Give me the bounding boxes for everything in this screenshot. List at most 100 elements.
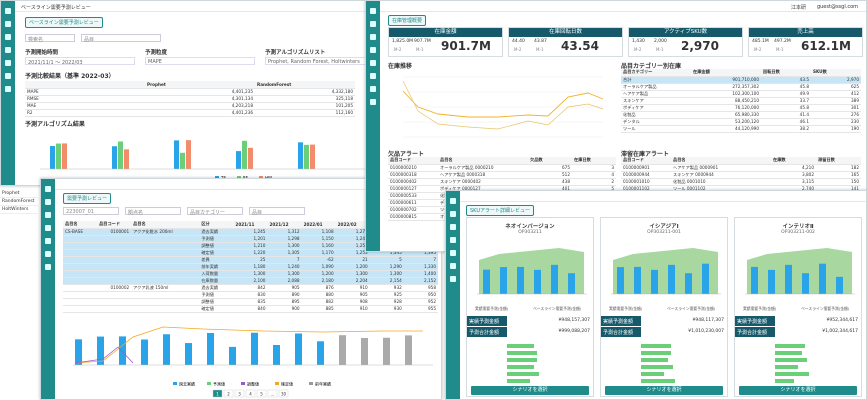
decor-bar — [802, 273, 809, 294]
cell: 908 — [335, 298, 370, 306]
scenario-button[interactable]: シナリオを選択 — [471, 386, 589, 395]
decor-bar — [775, 351, 802, 355]
cell: 4 — [572, 171, 616, 179]
cell: 44,120,990 — [691, 125, 761, 133]
decor-bar — [56, 143, 61, 169]
cell: 化粧品 — [621, 111, 691, 119]
page-number[interactable]: 4 — [249, 392, 252, 397]
row-label: 実績予測金額 — [735, 316, 775, 326]
cell: 1,395 — [403, 249, 438, 257]
cell — [63, 305, 98, 313]
cell — [63, 249, 98, 257]
cell: 差異 — [199, 256, 234, 264]
algorithm-list: Prophet RandomForest HoltWinters — [0, 190, 40, 214]
row-value: ¥952,344,617 — [826, 318, 859, 323]
kpi-sub: 2,000 — [654, 39, 667, 44]
table-row: ヘアケア製品 102,300,100 49.9 412 — [621, 90, 861, 98]
algorithm-chart: TSRFHW — [40, 140, 370, 181]
search-input[interactable]: 検索名 — [25, 34, 75, 43]
cell: 1,108 — [301, 228, 336, 236]
cell: MAE — [25, 102, 145, 110]
breadcrumb: ベースライン需要予測レビュー — [21, 5, 91, 11]
cell — [97, 298, 132, 306]
section-title: 予測比較結果（基準 2022-03） — [25, 73, 115, 80]
legend-label: ベースライン需要予測(金額) — [801, 306, 850, 311]
cell: 53,200,120 — [691, 118, 761, 126]
cell: 955 — [403, 305, 438, 313]
cell: 930 — [369, 305, 404, 313]
cell: 65,980,330 — [691, 111, 761, 119]
table-row: 在庫数量 2,100 2,088 2,180 2,204 2,154 2,152 — [63, 277, 438, 285]
cell — [97, 263, 132, 271]
panel-code: OP303211-001 — [647, 230, 681, 235]
cell — [131, 270, 200, 278]
page-number[interactable]: 1 — [216, 392, 219, 397]
panel-title: ネオインバージョン — [505, 224, 555, 230]
cell: 調整値 — [199, 298, 234, 306]
cell: 0100000901 — [621, 164, 671, 172]
kpi-title: 売上高 — [749, 28, 862, 37]
kpi-sub-label: M-1 — [536, 47, 544, 52]
decor-bar — [702, 263, 709, 294]
cell: スキンケア 0000944 — [671, 171, 771, 179]
table-header: 品目コード 品目名 欠品数 在庫日数 — [388, 157, 616, 165]
cell: 412 — [811, 90, 861, 98]
cell — [131, 235, 200, 243]
cell — [63, 277, 98, 285]
decor-bar — [517, 266, 524, 294]
user-mail: guest@ssgl.com — [816, 4, 858, 10]
cell: 905 — [335, 291, 370, 299]
cell: 1,240 — [335, 235, 370, 243]
page-number[interactable]: … — [271, 392, 275, 397]
search-input[interactable]: 品目 — [81, 34, 161, 43]
sidebar — [41, 179, 55, 399]
filter-input: 品目 — [249, 207, 305, 216]
cell: 1,220 — [233, 249, 268, 257]
header-cell: 2021/11 — [233, 221, 268, 229]
cell: 4,401,236 — [145, 109, 255, 117]
cell: スキンケア 0000402 — [438, 178, 528, 186]
header-cell: 回転日数 — [761, 69, 811, 77]
topbar — [460, 191, 866, 202]
cell: 1,200 — [301, 270, 336, 278]
topbar: 江本研 guest@ssgl.com — [380, 1, 866, 12]
cell: 950 — [403, 291, 438, 299]
page-number[interactable]: 30 — [281, 392, 287, 397]
header-cell — [25, 81, 145, 89]
cell: 1,180 — [233, 263, 268, 271]
header-cell: 在庫金額 — [691, 69, 761, 77]
cell: 1,200 — [335, 263, 370, 271]
decor-bar — [507, 358, 538, 362]
cell: 1,400 — [403, 270, 438, 278]
kpi-title: 在庫回転日数 — [509, 28, 622, 37]
page-number[interactable]: 3 — [238, 392, 241, 397]
cell: 1,201 — [233, 235, 268, 243]
cell: オーラルケア製品 0000210 — [438, 164, 528, 172]
header-cell: 品目コード — [97, 221, 132, 229]
cell: 1,090 — [301, 263, 336, 271]
decor-bar — [775, 344, 806, 348]
decor-bar — [97, 336, 104, 365]
cell — [131, 277, 200, 285]
cell: 調整値 — [199, 242, 234, 250]
page-number[interactable]: 5 — [260, 392, 263, 397]
field-label: 予測アルゴリズムリスト — [265, 50, 326, 56]
header-cell: 品目コード — [388, 157, 438, 165]
cell: 確定値 — [199, 249, 234, 257]
decor-bar — [75, 339, 82, 365]
cell: 4,332,180 — [255, 88, 355, 96]
cell: アクア乳液 150ml — [131, 284, 200, 292]
cell — [97, 235, 132, 243]
cell — [63, 256, 98, 264]
kpi-card: アクティブSKU数 1,430 M-2 2,000 M-1 2,970 — [628, 27, 743, 57]
cell: 38.2 — [761, 125, 811, 133]
cell: 1,240 — [267, 263, 302, 271]
scenario-button[interactable]: シナリオを選択 — [739, 386, 857, 395]
legend-label: 予測値 — [213, 381, 225, 387]
scenario-button[interactable]: シナリオを選択 — [605, 386, 723, 395]
table-row: 0100000944 スキンケア 0000944 3,802 165 — [621, 171, 861, 179]
cell: 3,802 — [771, 171, 816, 179]
table-row: 確定値 1,220 1,305 1,170 1,255 1,345 1,395 — [63, 249, 438, 257]
page-number[interactable]: 2 — [227, 392, 230, 397]
